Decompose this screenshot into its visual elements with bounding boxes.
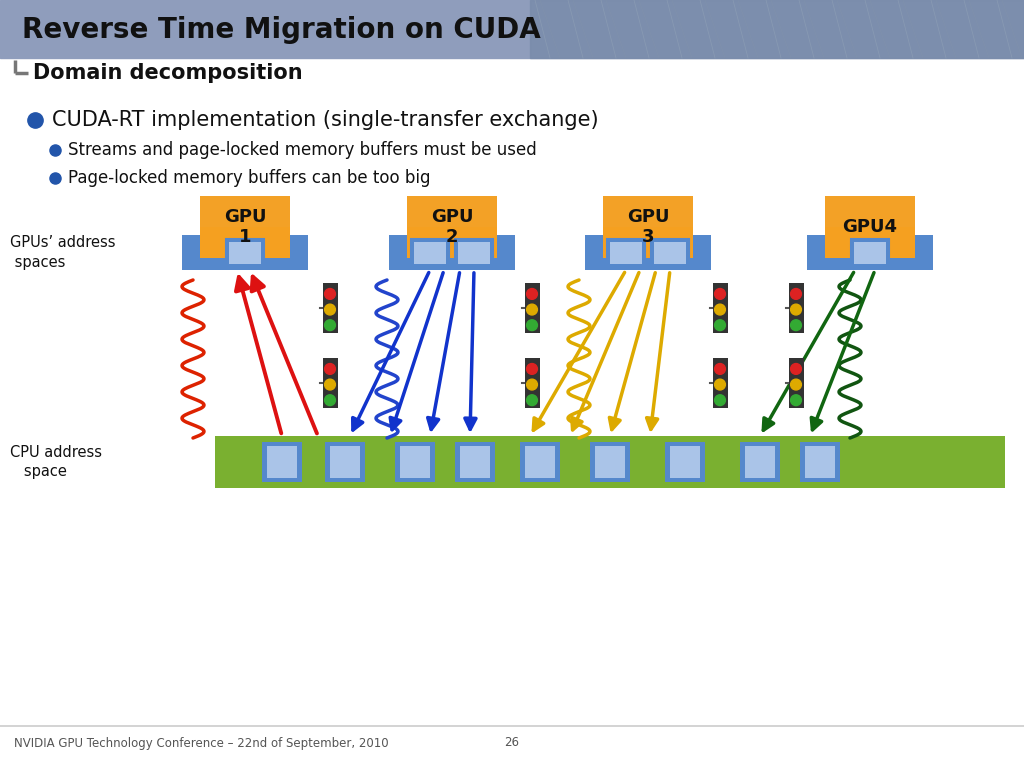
Circle shape bbox=[526, 363, 538, 374]
Bar bbox=[200, 196, 290, 258]
Circle shape bbox=[526, 395, 538, 406]
Circle shape bbox=[791, 379, 802, 390]
Bar bbox=[200, 196, 290, 227]
Bar bbox=[595, 446, 625, 478]
Bar bbox=[603, 196, 693, 258]
Bar bbox=[460, 446, 490, 478]
Bar bbox=[323, 358, 338, 408]
Bar bbox=[825, 196, 915, 227]
Bar bbox=[395, 442, 435, 482]
Bar bbox=[800, 442, 840, 482]
Text: 26: 26 bbox=[505, 737, 519, 750]
Bar bbox=[524, 283, 540, 333]
Bar bbox=[400, 446, 430, 478]
Bar bbox=[713, 358, 727, 408]
Text: GPU4: GPU4 bbox=[843, 218, 897, 236]
Text: CPU address
   space: CPU address space bbox=[10, 445, 102, 479]
Circle shape bbox=[715, 363, 725, 374]
Circle shape bbox=[715, 289, 725, 300]
Circle shape bbox=[526, 289, 538, 300]
Bar bbox=[610, 241, 642, 263]
Text: Streams and page-locked memory buffers must be used: Streams and page-locked memory buffers m… bbox=[68, 141, 537, 159]
Bar bbox=[713, 283, 727, 333]
Bar bbox=[665, 442, 705, 482]
Text: NVIDIA GPU Technology Conference – 22nd of September, 2010: NVIDIA GPU Technology Conference – 22nd … bbox=[14, 737, 389, 750]
Text: GPU
3: GPU 3 bbox=[627, 207, 670, 247]
Bar bbox=[805, 446, 835, 478]
Bar bbox=[407, 196, 497, 227]
Bar bbox=[825, 196, 915, 258]
Text: Reverse Time Migration on CUDA: Reverse Time Migration on CUDA bbox=[22, 16, 541, 44]
Bar bbox=[525, 446, 555, 478]
Circle shape bbox=[791, 304, 802, 315]
Bar bbox=[651, 239, 689, 266]
Text: Page-locked memory buffers can be too big: Page-locked memory buffers can be too bi… bbox=[68, 169, 430, 187]
Circle shape bbox=[791, 319, 802, 330]
Bar bbox=[590, 442, 630, 482]
Bar bbox=[745, 446, 775, 478]
Bar bbox=[458, 241, 490, 263]
Bar bbox=[226, 239, 264, 266]
Circle shape bbox=[715, 319, 725, 330]
Circle shape bbox=[526, 319, 538, 330]
Circle shape bbox=[325, 379, 336, 390]
Circle shape bbox=[791, 363, 802, 374]
Bar bbox=[520, 442, 560, 482]
Bar bbox=[389, 235, 515, 270]
Bar bbox=[330, 446, 360, 478]
Circle shape bbox=[526, 304, 538, 315]
Circle shape bbox=[325, 304, 336, 315]
Bar bbox=[323, 283, 338, 333]
Text: GPUs’ address
 spaces: GPUs’ address spaces bbox=[10, 235, 116, 270]
Circle shape bbox=[526, 379, 538, 390]
Circle shape bbox=[715, 304, 725, 315]
Bar bbox=[215, 436, 1005, 488]
Bar bbox=[851, 239, 889, 266]
Bar bbox=[325, 442, 365, 482]
Circle shape bbox=[325, 319, 336, 330]
Bar bbox=[670, 446, 700, 478]
Circle shape bbox=[715, 395, 725, 406]
Bar bbox=[607, 239, 645, 266]
Bar bbox=[407, 196, 497, 258]
Circle shape bbox=[791, 289, 802, 300]
Bar bbox=[530, 0, 1024, 58]
Bar bbox=[455, 239, 493, 266]
Bar bbox=[267, 446, 297, 478]
Bar bbox=[654, 241, 686, 263]
Bar bbox=[414, 241, 446, 263]
Bar bbox=[455, 442, 495, 482]
Text: GPU
1: GPU 1 bbox=[224, 207, 266, 247]
Bar bbox=[182, 235, 308, 270]
Bar bbox=[524, 358, 540, 408]
Bar bbox=[740, 442, 780, 482]
Circle shape bbox=[325, 363, 336, 374]
Bar bbox=[411, 239, 449, 266]
Bar bbox=[788, 358, 804, 408]
Bar bbox=[229, 241, 261, 263]
Circle shape bbox=[325, 289, 336, 300]
Circle shape bbox=[791, 395, 802, 406]
Bar bbox=[262, 442, 302, 482]
Text: CUDA-RT implementation (single-transfer exchange): CUDA-RT implementation (single-transfer … bbox=[52, 110, 599, 130]
Circle shape bbox=[715, 379, 725, 390]
Bar bbox=[0, 0, 1024, 58]
Bar bbox=[603, 196, 693, 227]
Bar bbox=[807, 235, 933, 270]
Text: Domain decomposition: Domain decomposition bbox=[33, 63, 303, 83]
Bar bbox=[585, 235, 711, 270]
Bar bbox=[854, 241, 886, 263]
Text: GPU
2: GPU 2 bbox=[431, 207, 473, 247]
Circle shape bbox=[325, 395, 336, 406]
Bar bbox=[788, 283, 804, 333]
